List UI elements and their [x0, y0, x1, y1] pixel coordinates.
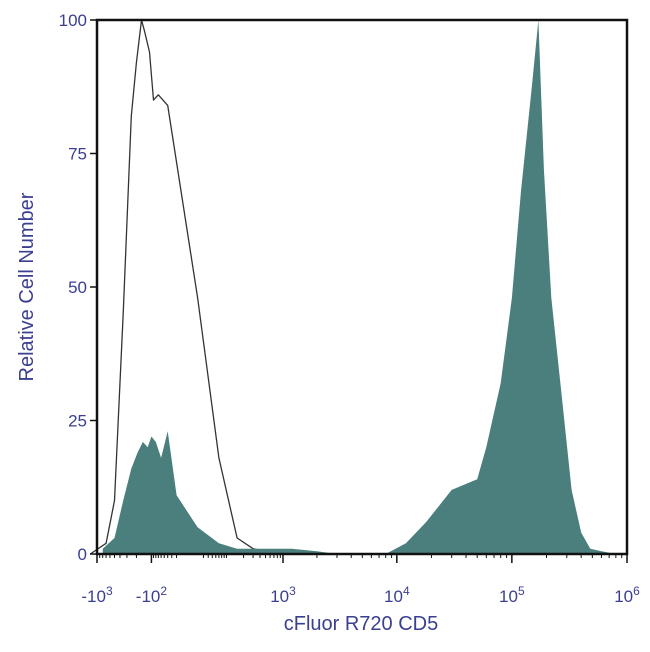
y-tick-label: 75 — [68, 145, 87, 164]
y-tick-label: 25 — [68, 412, 87, 431]
control-histogram-series — [89, 19, 283, 555]
x-tick-label: -103 — [81, 584, 113, 606]
x-tick-label: 104 — [384, 584, 410, 606]
y-tick-label: 0 — [78, 545, 87, 564]
plot-area — [89, 19, 616, 555]
x-tick-label: -102 — [136, 584, 168, 606]
axes: 0 25 50 75 100 -103 -102 103 104 105 106 — [59, 11, 640, 606]
stained-histogram-series — [102, 20, 616, 554]
y-tick-label: 100 — [59, 11, 87, 30]
x-tick-label: 106 — [614, 584, 640, 606]
x-axis-title: cFluor R720 CD5 — [284, 613, 439, 635]
y-tick-label: 50 — [68, 278, 87, 297]
x-tick-label: 105 — [499, 584, 525, 606]
x-tick-label: 103 — [270, 584, 296, 606]
y-axis-title: Relative Cell Number — [16, 192, 38, 381]
